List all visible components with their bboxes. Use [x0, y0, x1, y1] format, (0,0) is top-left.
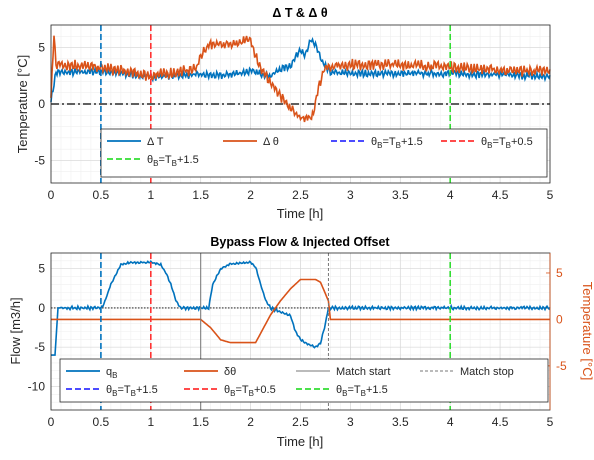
y-tick-label: 0 — [38, 97, 45, 111]
chart1-xlabel: Time [h] — [277, 206, 323, 221]
x-tick-label: 5 — [547, 415, 554, 429]
x-tick-label: 3 — [347, 415, 354, 429]
y-tick-label: 0 — [38, 301, 45, 315]
x-tick-label: 4.5 — [492, 415, 509, 429]
x-tick-label: 3.5 — [392, 415, 409, 429]
chart1-ylabel: Temperature [°C] — [15, 55, 30, 153]
chart2-ylabel-right: Temperature [°C] — [580, 282, 594, 380]
x-tick-label: 0.5 — [93, 415, 110, 429]
x-tick-label: 1 — [147, 415, 154, 429]
series-line-1 — [50, 35, 551, 123]
x-tick-label: 2.5 — [292, 415, 309, 429]
x-tick-label: 3.5 — [392, 188, 409, 202]
x-tick-label: 1.5 — [192, 415, 209, 429]
chart1-title: Δ T & Δ θ — [272, 6, 328, 20]
y-tick-label: -5 — [34, 340, 45, 354]
x-tick-label: 1 — [147, 188, 154, 202]
legend-label-dtheta: Δ θ — [263, 136, 279, 148]
x-tick-label: 2.5 — [292, 188, 309, 202]
chart2-legend: qB δθ Match start Match stop θB=TB+1.5 θB=TB+… — [59, 358, 549, 403]
x-tick-label: 0 — [48, 188, 55, 202]
x-tick-label: 2 — [247, 415, 254, 429]
y-right-tick-label: 0 — [556, 312, 563, 326]
legend-label-qb: qB — [106, 366, 117, 380]
chart-temperature: Δ T & Δ θ 0 0.5 1 1.5 2 2.5 3 3.5 4 4.5 5 -5 0 5 Tim… — [15, 6, 554, 221]
y-tick-label: 5 — [38, 262, 45, 276]
x-tick-label: 3 — [347, 188, 354, 202]
x-tick-label: 4 — [447, 415, 454, 429]
legend-label-v1: θB=TB+1.5 — [106, 384, 158, 398]
y-right-tick-label: 5 — [556, 266, 563, 280]
y-tick-label: 5 — [38, 41, 45, 55]
y-tick-label: -5 — [34, 153, 45, 167]
legend-label-v2: θB=TB+0.5 — [481, 136, 533, 150]
x-tick-label: 4 — [447, 188, 454, 202]
legend-label-v1: θB=TB+1.5 — [371, 136, 423, 150]
series-line-0 — [50, 36, 551, 103]
legend-label-v3: θB=TB+1.5 — [336, 384, 388, 398]
legend-label-mstop: Match stop — [460, 366, 514, 378]
chart1-legend: Δ T Δ θ θB=TB+1.5 θB=TB+0.5 θB=TB+1.5 — [100, 128, 548, 178]
legend-label-v3: θB=TB+1.5 — [147, 154, 199, 168]
chart2-ylabel: Flow [m3/h] — [8, 297, 23, 364]
x-tick-label: 2 — [247, 188, 254, 202]
x-tick-label: 4.5 — [492, 188, 509, 202]
legend-label-dt: Δ T — [147, 136, 164, 148]
chart2-title: Bypass Flow & Injected Offset — [210, 235, 390, 249]
series-line-1 — [51, 278, 550, 344]
legend-label-mstart: Match start — [336, 366, 390, 378]
chart2-xlabel: Time [h] — [277, 434, 323, 449]
chart-bypass: Bypass Flow & Injected Offset 0 0.5 1 1.5 2 2… — [8, 235, 594, 449]
x-tick-label: 0 — [48, 415, 55, 429]
legend-label-v2: θB=TB+0.5 — [224, 384, 276, 398]
y-right-tick-label: -5 — [556, 359, 567, 373]
x-tick-label: 1.5 — [192, 188, 209, 202]
legend-label-dth: δθ — [224, 366, 236, 378]
y-tick-label: -10 — [28, 379, 46, 393]
series-line-0 — [51, 260, 551, 356]
x-tick-label: 5 — [547, 188, 554, 202]
x-tick-label: 0.5 — [93, 188, 110, 202]
